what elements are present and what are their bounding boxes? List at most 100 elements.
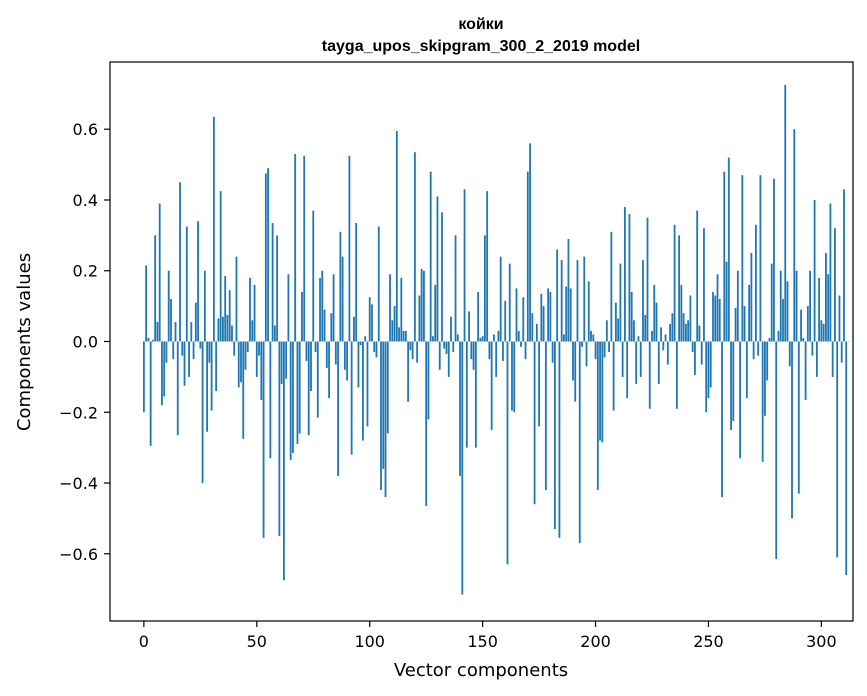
bar-146 <box>472 341 475 370</box>
bar-154 <box>490 341 493 430</box>
bar-258 <box>725 261 728 342</box>
bar-164 <box>513 341 516 413</box>
bar-103 <box>375 341 378 358</box>
bar-218 <box>635 341 638 384</box>
bar-248 <box>703 228 705 342</box>
bar-50 <box>255 341 258 377</box>
bar-241 <box>687 320 690 342</box>
bar-238 <box>680 284 683 342</box>
bar-275 <box>764 341 766 416</box>
bar-70 <box>301 291 303 342</box>
bar-12 <box>170 299 172 342</box>
bar-253 <box>714 295 717 342</box>
bar-184 <box>558 341 561 538</box>
bar-51 <box>258 341 260 356</box>
bar-303 <box>827 274 830 342</box>
bar-242 <box>689 295 692 342</box>
bar-213 <box>624 207 626 342</box>
bar-5 <box>154 235 157 342</box>
bar-231 <box>664 334 667 342</box>
bar-95 <box>357 341 360 388</box>
bar-196 <box>585 341 588 367</box>
bar-54 <box>264 173 267 342</box>
bar-111 <box>393 306 396 342</box>
bar-262 <box>734 307 737 342</box>
bar-156 <box>495 341 498 377</box>
bar-244 <box>694 341 696 376</box>
bar-38 <box>228 290 231 342</box>
bar-61 <box>280 341 283 384</box>
bar-116 <box>404 330 407 342</box>
bar-47 <box>249 277 251 342</box>
bar-81 <box>325 341 328 369</box>
bar-75 <box>312 210 315 342</box>
bar-6 <box>156 322 159 342</box>
bar-108 <box>386 341 389 434</box>
bar-9 <box>163 341 166 397</box>
bar-140 <box>459 341 461 476</box>
bar-24 <box>197 221 199 342</box>
bar-173 <box>533 341 536 505</box>
bar-53 <box>262 341 265 538</box>
bar-91 <box>348 155 351 342</box>
bar-180 <box>549 291 552 342</box>
bar-82 <box>328 341 330 399</box>
bar-155 <box>493 334 495 342</box>
x-tick-label: 300 <box>806 632 837 651</box>
bar-150 <box>481 336 484 342</box>
bar-251 <box>709 341 712 388</box>
bar-152 <box>486 191 489 342</box>
x-axis-ticks: 0 50 100 150 200 250 300 <box>139 621 837 651</box>
bar-94 <box>355 222 358 342</box>
bar-86 <box>337 341 339 476</box>
bar-105 <box>380 341 382 491</box>
y-tick-label: 0.2 <box>73 262 98 281</box>
bar-102 <box>373 341 376 353</box>
bar-261 <box>732 341 735 422</box>
bar-106 <box>382 341 385 469</box>
y-tick-label: 0.6 <box>73 120 98 139</box>
bar-287 <box>791 341 793 519</box>
bar-90 <box>346 341 349 381</box>
bar-118 <box>409 341 412 351</box>
bar-11 <box>167 270 170 342</box>
bar-195 <box>583 256 586 342</box>
bar-177 <box>542 306 545 342</box>
x-axis-label: Vector components <box>394 660 568 681</box>
bar-69 <box>298 341 301 434</box>
bar-99 <box>366 341 369 427</box>
bar-252 <box>712 291 714 342</box>
bar-7 <box>158 203 161 342</box>
bar-29 <box>208 341 211 363</box>
bar-283 <box>782 299 784 342</box>
bar-28 <box>206 341 209 432</box>
bar-298 <box>815 341 818 377</box>
bar-279 <box>773 178 775 342</box>
bar-68 <box>296 341 299 445</box>
bar-183 <box>556 249 559 342</box>
bar-71 <box>303 155 306 342</box>
bar-305 <box>831 341 834 377</box>
bar-311 <box>845 341 848 576</box>
bar-41 <box>235 256 238 342</box>
y-axis-label: Components values <box>14 253 35 431</box>
bar-292 <box>802 337 805 342</box>
bar-259 <box>727 157 730 342</box>
bar-14 <box>174 322 177 342</box>
bar-59 <box>276 235 279 342</box>
bar-46 <box>246 341 249 353</box>
bar-23 <box>194 302 197 342</box>
bar-229 <box>660 327 662 342</box>
bar-295 <box>809 270 811 342</box>
bar-124 <box>423 270 425 342</box>
x-tick-label: 250 <box>693 632 724 651</box>
bar-268 <box>748 284 751 342</box>
bar-290 <box>797 341 800 494</box>
bar-121 <box>416 341 419 363</box>
bar-280 <box>775 341 778 560</box>
bar-217 <box>633 320 635 342</box>
bar-284 <box>784 85 787 342</box>
bar-98 <box>364 336 367 342</box>
bar-15 <box>176 341 179 436</box>
bar-226 <box>653 284 656 342</box>
